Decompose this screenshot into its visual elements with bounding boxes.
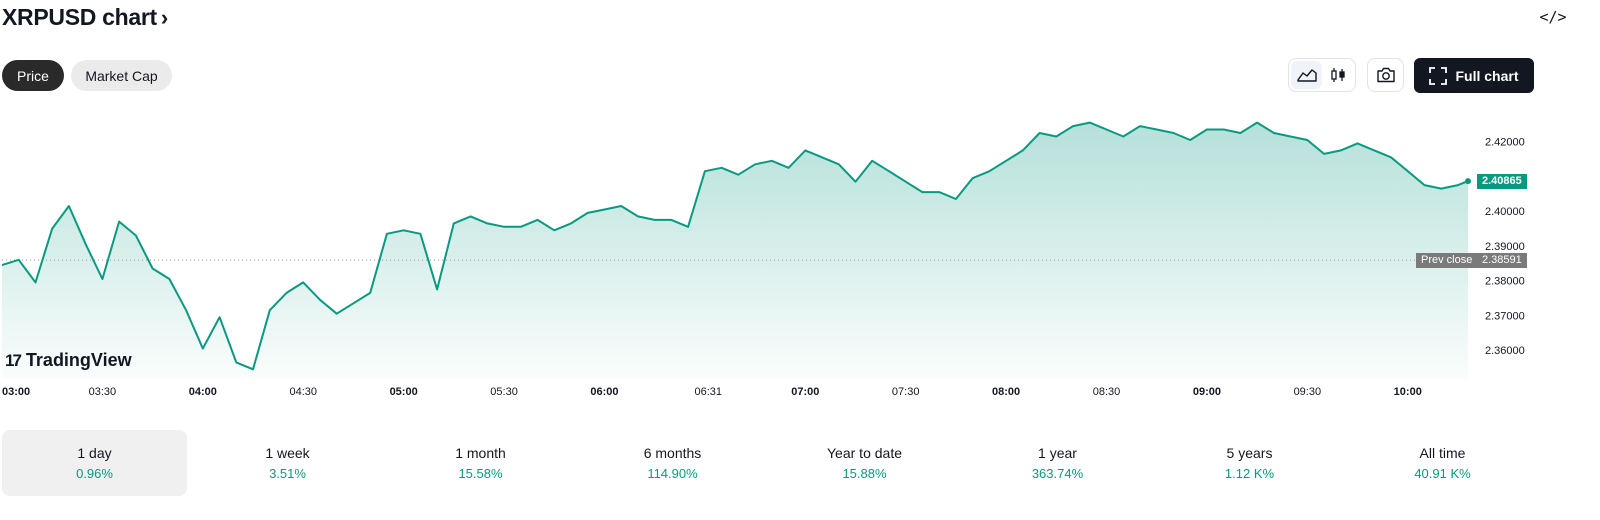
period-change-value: 15.88% xyxy=(842,466,887,481)
snapshot-group xyxy=(1367,58,1404,92)
tradingview-logo[interactable]: 17 TradingView xyxy=(5,350,132,371)
price-chart-svg: 2.42000 2.40000 2.39000 2.38000 2.37000 2.360… xyxy=(1,121,1525,398)
period-tab-year-to-date[interactable]: Year to date 15.88% xyxy=(772,430,957,496)
chart-title-link[interactable]: XRPUSD chart › xyxy=(2,4,168,31)
x-axis-tick-label: 06:31 xyxy=(694,386,722,398)
price-line xyxy=(1,121,1469,371)
period-change-value: 363.74% xyxy=(1031,466,1084,481)
y-axis-tick-label: 2.37000 xyxy=(1485,310,1525,322)
period-tab-5-years[interactable]: 5 years 1.12 K% xyxy=(1157,430,1342,496)
last-price-badge: 2.40865 xyxy=(1477,173,1527,189)
camera-icon[interactable] xyxy=(1370,61,1402,89)
tab-market-cap-label: Market Cap xyxy=(85,67,158,84)
area-chart-icon[interactable] xyxy=(1291,61,1322,89)
period-label: 1 year xyxy=(1038,445,1077,461)
x-axis-tick-label: 09:00 xyxy=(1193,386,1221,398)
price-area-fill xyxy=(2,122,1468,378)
price-chart[interactable]: 2.42000 2.40000 2.39000 2.38000 2.37000 2.360… xyxy=(0,100,1600,410)
x-axis-tick-label: 05:30 xyxy=(490,386,518,398)
chart-title: XRPUSD chart xyxy=(2,4,157,30)
x-axis-tick-label: 08:30 xyxy=(1093,386,1121,398)
tab-price[interactable]: Price xyxy=(2,60,64,91)
tab-price-label: Price xyxy=(17,67,49,84)
period-tab-1-week[interactable]: 1 week 3.51% xyxy=(195,430,380,496)
period-change-value: 114.90% xyxy=(647,466,698,481)
x-axis-tick-label: 03:00 xyxy=(2,386,30,398)
period-tab-all-time[interactable]: All time 40.91 K% xyxy=(1350,430,1535,496)
period-change-value: 40.91 K% xyxy=(1414,466,1471,481)
tab-market-cap[interactable]: Market Cap xyxy=(71,60,172,91)
period-change-value: 3.51% xyxy=(269,466,306,481)
y-axis-tick-label: 2.40000 xyxy=(1485,206,1525,218)
period-change-value: 15.58% xyxy=(458,466,503,481)
y-axis-tick-label: 2.38000 xyxy=(1485,276,1525,288)
candlestick-icon[interactable] xyxy=(1322,61,1353,89)
full-chart-label: Full chart xyxy=(1455,67,1519,84)
period-label: 1 month xyxy=(455,445,506,461)
period-label: 6 months xyxy=(643,445,702,461)
period-label: All time xyxy=(1419,445,1466,461)
period-tab-1-year[interactable]: 1 year 363.74% xyxy=(965,430,1150,496)
x-axis-tick-label: 04:30 xyxy=(289,386,317,398)
period-tab-6-months[interactable]: 6 months 114.90% xyxy=(580,430,765,496)
chevron-right-icon: › xyxy=(160,4,168,30)
tradingview-logo-mark: 17 xyxy=(5,350,22,370)
y-axis-tick-label: 2.42000 xyxy=(1485,137,1525,149)
period-selector: 1 day 0.96% 1 week 3.51% 1 month 15.58% 6 mont… xyxy=(0,430,1600,496)
embed-code-icon[interactable]: </> xyxy=(1539,8,1567,26)
x-axis-tick-label: 08:00 xyxy=(992,386,1020,398)
x-axis-tick-label: 07:00 xyxy=(791,386,819,398)
period-change-value: 1.12 K% xyxy=(1224,466,1275,481)
x-axis-tick-label: 05:00 xyxy=(390,386,418,398)
period-label: 1 week xyxy=(265,445,310,461)
period-label: Year to date xyxy=(827,445,902,461)
y-axis-tick-label: 2.39000 xyxy=(1485,241,1525,253)
period-label: 1 day xyxy=(77,445,112,461)
x-axis-tick-label: 03:30 xyxy=(89,386,117,398)
full-chart-button[interactable]: Full chart xyxy=(1414,58,1534,93)
chart-style-toggle xyxy=(1288,58,1356,92)
y-axis-tick-label: 2.36000 xyxy=(1485,345,1525,357)
x-axis-tick-label: 07:30 xyxy=(892,386,920,398)
tradingview-logo-text: TradingView xyxy=(25,350,132,370)
x-axis-tick-label: 06:00 xyxy=(590,386,618,398)
last-price-dot xyxy=(1465,178,1471,185)
prev-close-value: 2.38591 xyxy=(1477,252,1527,268)
period-change-value: 0.96% xyxy=(76,466,113,481)
period-label: 5 years xyxy=(1226,445,1273,461)
x-axis-tick-label: 09:30 xyxy=(1294,386,1322,398)
period-tab-1-month[interactable]: 1 month 15.58% xyxy=(388,430,573,496)
x-axis-tick-label: 10:00 xyxy=(1394,386,1422,398)
x-axis-tick-label: 04:00 xyxy=(189,386,217,398)
period-tab-1-day[interactable]: 1 day 0.96% xyxy=(2,430,187,496)
fullscreen-icon xyxy=(1429,66,1448,85)
prev-close-label: Prev close xyxy=(1416,252,1478,268)
